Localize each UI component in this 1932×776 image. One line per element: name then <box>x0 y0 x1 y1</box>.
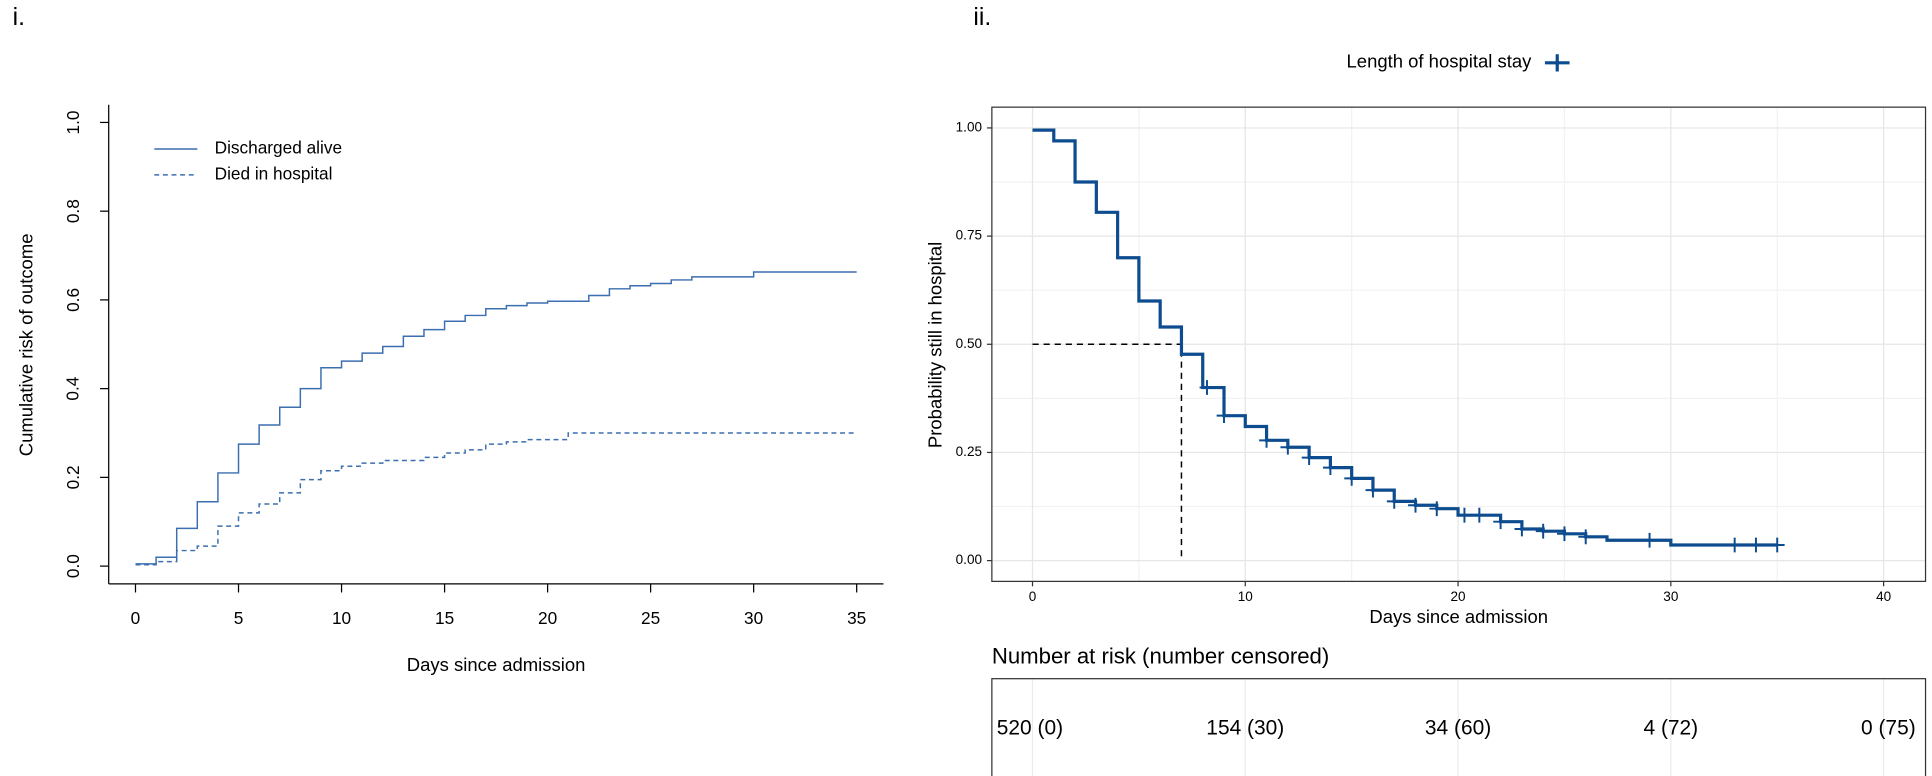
legend-label: Died in hospital <box>215 163 333 183</box>
panel-i: i. 0 5 10 15 20 25 30 35 0.0 0.2 0.4 0.6 0.8 1.0 Days s… <box>13 4 884 675</box>
x-tick-label: 25 <box>641 608 660 628</box>
panel-label: ii. <box>973 4 991 31</box>
censor-mark <box>1216 408 1232 424</box>
plot-border <box>991 106 1927 582</box>
y-tick-label: 0.50 <box>956 336 982 351</box>
censor-mark <box>1344 471 1360 486</box>
y-tick-label: 0.25 <box>956 444 982 459</box>
legend-key <box>1544 54 1570 72</box>
y-axis-title: Cumulative risk of outcome <box>15 234 36 457</box>
risk-table-title: Number at risk (number censored) <box>992 644 1329 669</box>
panel-label: i. <box>13 4 25 31</box>
y-tick-label: 0.2 <box>63 465 83 489</box>
censor-mark <box>1280 439 1296 455</box>
censor-mark <box>1557 526 1572 542</box>
x-tick-label: 40 <box>1876 589 1891 604</box>
x-tick-label: 0 <box>131 608 141 628</box>
panel-ii: ii. 0 10 20 30 40 0.00 0.25 0.50 0.75 1.00 Days sin… <box>924 4 1927 776</box>
y-tick-label: 0.6 <box>63 288 83 312</box>
censor-mark <box>1514 521 1530 537</box>
step-line <box>135 432 857 566</box>
risk-count: 520 (0) <box>997 717 1063 740</box>
censor-mark <box>1429 501 1445 517</box>
censor-mark <box>1748 537 1764 553</box>
x-tick-label: 20 <box>1451 589 1466 604</box>
censor-mark <box>1259 432 1274 448</box>
censor-mark <box>1493 514 1509 530</box>
risk-count: 4 (72) <box>1644 717 1699 740</box>
y-tick-label: 0.75 <box>956 228 982 243</box>
censor-mark <box>1323 460 1338 475</box>
censor-mark <box>1457 507 1472 523</box>
censor-mark <box>1535 523 1551 539</box>
censor-mark <box>1408 497 1423 513</box>
censor-mark <box>1301 450 1317 466</box>
x-tick-label: 0 <box>1029 589 1037 604</box>
step-line <box>135 271 857 565</box>
x-tick-label: 30 <box>1663 589 1678 604</box>
y-tick-label: 0.0 <box>63 554 83 578</box>
risk-count: 154 (30) <box>1206 717 1284 740</box>
legend-label: Discharged alive <box>215 138 342 158</box>
censor-mark <box>1365 482 1381 498</box>
y-tick-label: 1.0 <box>63 110 83 134</box>
x-tick-label: 20 <box>538 608 557 628</box>
y-tick-label: 0.8 <box>63 199 83 223</box>
legend-label: Length of hospital stay <box>1347 51 1533 72</box>
censor-mark <box>1578 529 1594 545</box>
y-axis-title: Probability still in hospital <box>924 242 945 448</box>
x-axis-title: Days since admission <box>1369 606 1548 627</box>
y-tick-label: 1.00 <box>956 120 982 135</box>
censor-mark <box>1471 507 1487 523</box>
y-tick-label: 0.4 <box>63 376 83 400</box>
risk-count: 34 (60) <box>1425 717 1491 740</box>
x-tick-label: 15 <box>435 608 454 628</box>
risk-table-border <box>991 678 1927 776</box>
risk-count: 0 (75) <box>1861 717 1916 740</box>
x-tick-label: 5 <box>234 608 244 628</box>
censor-mark <box>1199 380 1215 395</box>
censor-mark <box>1727 537 1743 553</box>
x-tick-label: 35 <box>847 608 866 628</box>
censor-mark <box>1386 493 1402 509</box>
x-axis-title: Days since admission <box>407 654 586 675</box>
y-tick-label: 0.00 <box>956 552 982 567</box>
x-tick-label: 10 <box>1238 589 1253 604</box>
x-tick-label: 10 <box>332 608 351 628</box>
censor-mark <box>1769 537 1785 553</box>
censor-mark <box>1642 532 1657 548</box>
x-tick-label: 30 <box>744 608 763 628</box>
